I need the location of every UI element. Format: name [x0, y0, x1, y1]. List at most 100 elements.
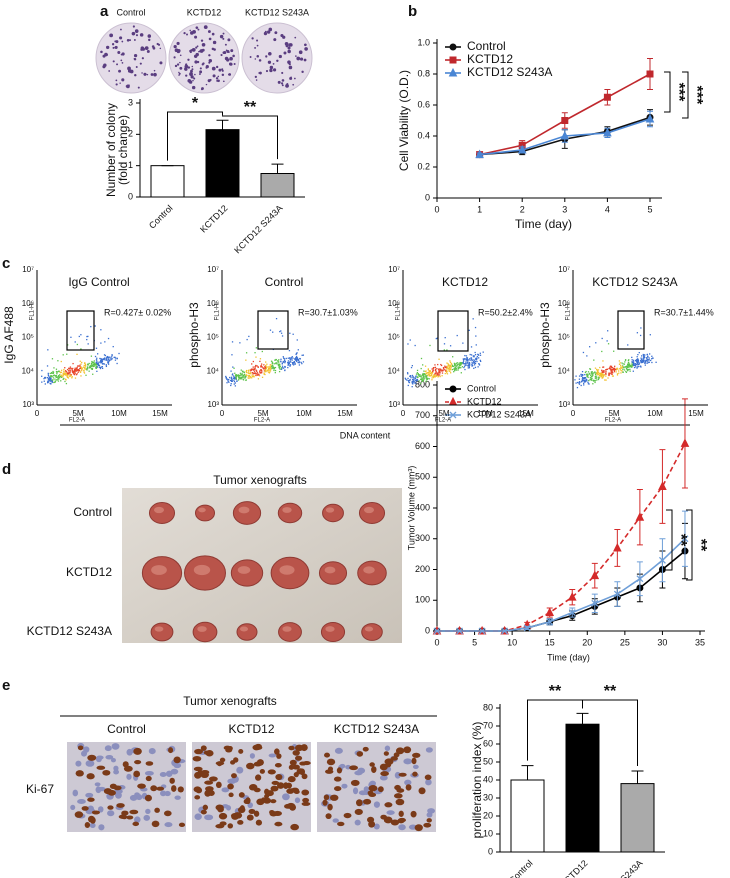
event-dot: [582, 382, 585, 384]
legend-label: KCTD12 S243A: [467, 409, 531, 419]
nucleus: [424, 774, 432, 781]
marker: [603, 127, 612, 137]
event-dot: [452, 356, 454, 358]
colony: [274, 31, 278, 35]
nucleus: [325, 813, 332, 820]
colony: [190, 75, 194, 79]
event-dot: [427, 377, 429, 380]
event-dot: [618, 370, 620, 372]
event-dot: [88, 366, 91, 368]
colony: [269, 68, 273, 73]
flow-y-tick: 10⁶: [558, 299, 570, 308]
event-dot: [234, 385, 237, 387]
colony: [199, 70, 203, 74]
event-dot: [69, 367, 71, 370]
tumor-highlight: [364, 626, 374, 632]
tumor: [148, 502, 176, 524]
event-dot: [420, 367, 422, 370]
event-dot: [302, 354, 305, 356]
event-dot: [47, 349, 49, 351]
event-dot: [463, 358, 465, 361]
event-dot: [237, 374, 239, 377]
event-dot: [431, 373, 433, 375]
event-dot: [611, 366, 613, 369]
event-dot: [230, 384, 232, 387]
event-dot: [462, 361, 464, 364]
event-dot: [297, 361, 299, 364]
event-dot: [640, 361, 642, 363]
event-dot: [41, 375, 43, 377]
marker: [658, 481, 667, 490]
event-dot: [267, 369, 269, 371]
event-dot: [63, 372, 65, 375]
event-dot: [241, 376, 243, 379]
nucleus: [174, 795, 181, 800]
event-dot: [438, 370, 440, 372]
event-dot: [431, 368, 433, 370]
event-dot: [77, 370, 80, 372]
event-dot: [602, 366, 605, 368]
event-dot: [261, 366, 263, 368]
nucleus: [390, 756, 398, 761]
nucleus: [107, 805, 114, 810]
event-dot: [245, 370, 247, 373]
nucleus: [425, 779, 432, 786]
event-dot: [279, 368, 281, 370]
flow-x-tick: 15M: [152, 409, 168, 418]
event-dot: [292, 362, 295, 364]
nucleus: [110, 758, 116, 763]
event-dot: [118, 352, 120, 355]
colony: [208, 37, 212, 41]
bar: [510, 779, 545, 853]
event-dot: [253, 376, 255, 378]
x-tick-label: 4: [605, 204, 610, 214]
event-dot: [605, 379, 607, 381]
event-dot: [444, 366, 447, 369]
nucleus: [380, 771, 389, 777]
event-dot: [634, 359, 637, 362]
event-dot: [438, 368, 441, 370]
event-dot: [650, 359, 652, 362]
event-dot: [424, 365, 427, 367]
event-dot: [245, 369, 248, 372]
colony: [285, 83, 289, 88]
nucleus: [373, 801, 380, 808]
event-dot: [255, 347, 258, 349]
event-dot: [592, 373, 594, 375]
event-dot: [434, 368, 437, 371]
event-dot: [613, 350, 615, 352]
event-dot: [278, 370, 281, 373]
flow-x-channel: FL2-A: [69, 418, 85, 424]
nucleus: [227, 783, 234, 790]
colony: [278, 54, 282, 59]
nucleus: [144, 770, 154, 776]
event-dot: [411, 386, 413, 388]
colony: [133, 57, 137, 61]
event-dot: [431, 372, 434, 374]
event-dot: [590, 378, 592, 381]
nucleus: [301, 789, 310, 796]
event-dot: [87, 367, 89, 369]
event-dot: [610, 365, 613, 368]
event-dot: [88, 370, 90, 372]
event-dot: [585, 370, 587, 373]
event-dot: [640, 359, 642, 362]
event-dot: [601, 369, 603, 371]
event-dot: [443, 368, 445, 370]
tumor: [320, 622, 346, 642]
event-dot: [82, 366, 85, 368]
event-dot: [87, 343, 89, 345]
event-dot: [407, 377, 409, 380]
event-dot: [292, 361, 294, 364]
event-dot: [637, 358, 639, 360]
nucleus: [77, 745, 84, 751]
event-dot: [578, 383, 581, 385]
event-dot: [291, 356, 293, 358]
event-dot: [474, 366, 477, 369]
colony: [267, 30, 271, 34]
event-dot: [289, 364, 292, 366]
nucleus: [396, 788, 405, 793]
event-dot: [607, 330, 609, 332]
gate: [437, 310, 469, 352]
colony: [227, 38, 231, 42]
